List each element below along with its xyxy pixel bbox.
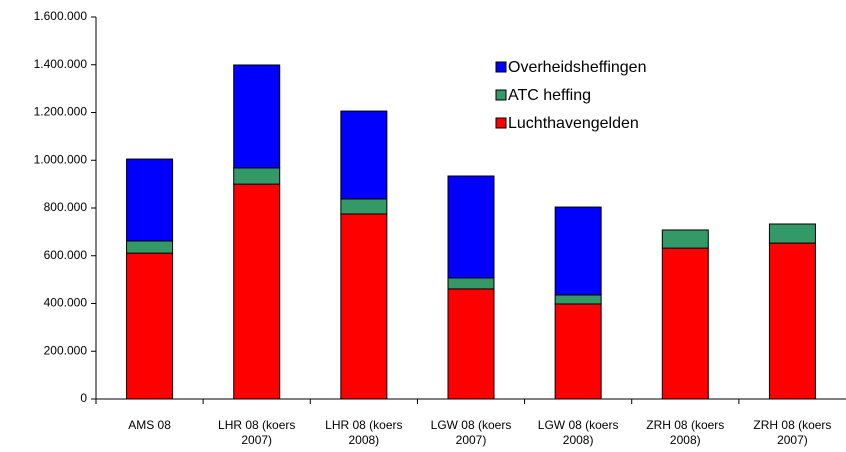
y-tick-label: 1.000.000 <box>34 152 88 166</box>
x-tick-label: LHR 08 (koers 2008) <box>325 418 403 447</box>
x-tick-label: LGW 08 (koers 2007) <box>430 418 512 447</box>
bar-segment <box>233 64 281 169</box>
bar-segment <box>661 229 709 249</box>
bar-segment <box>340 198 388 215</box>
legend-swatch <box>495 117 507 129</box>
bar-segment <box>768 223 816 244</box>
y-tick-label: 1.600.000 <box>34 9 88 23</box>
bar-segment <box>554 303 602 400</box>
y-tick-label: 200.000 <box>44 343 88 357</box>
legend-swatch <box>495 61 507 73</box>
y-tick-label: 400.000 <box>44 296 88 310</box>
y-tick-label: 1.400.000 <box>34 57 88 71</box>
bar-segment <box>126 252 174 400</box>
x-tick-label: LHR 08 (koers 2007) <box>218 418 296 447</box>
bar-segment <box>340 213 388 400</box>
y-tick-label: 1.200.000 <box>34 105 88 119</box>
y-tick-label: 0 <box>80 391 87 405</box>
bar-segment <box>661 247 709 400</box>
bar-segment <box>447 288 495 400</box>
legend-swatch <box>495 89 507 101</box>
legend-label: ATC heffing <box>508 87 591 104</box>
legend-label: Overheidsheffingen <box>508 59 646 76</box>
bar-segment <box>768 242 816 400</box>
bar-segment <box>447 277 495 290</box>
bar-segment <box>233 183 281 400</box>
bar-segment <box>233 167 281 185</box>
bar-segment <box>126 240 174 254</box>
legend-label: Luchthavengelden <box>508 115 639 132</box>
bar-segment <box>340 110 388 200</box>
y-tick-label: 600.000 <box>44 248 88 262</box>
bar-segment <box>447 175 495 279</box>
x-tick-label: ZRH 08 (koers 2008) <box>646 418 725 447</box>
x-tick-label: ZRH 08 (koers 2007) <box>753 418 832 447</box>
bar-segment <box>554 206 602 296</box>
y-tick-label: 800.000 <box>44 200 88 214</box>
bar-segment <box>554 294 602 305</box>
x-tick-label: AMS 08 <box>128 418 171 432</box>
bar-segment <box>126 158 174 242</box>
x-tick-label: LGW 08 (koers 2008) <box>537 418 619 447</box>
